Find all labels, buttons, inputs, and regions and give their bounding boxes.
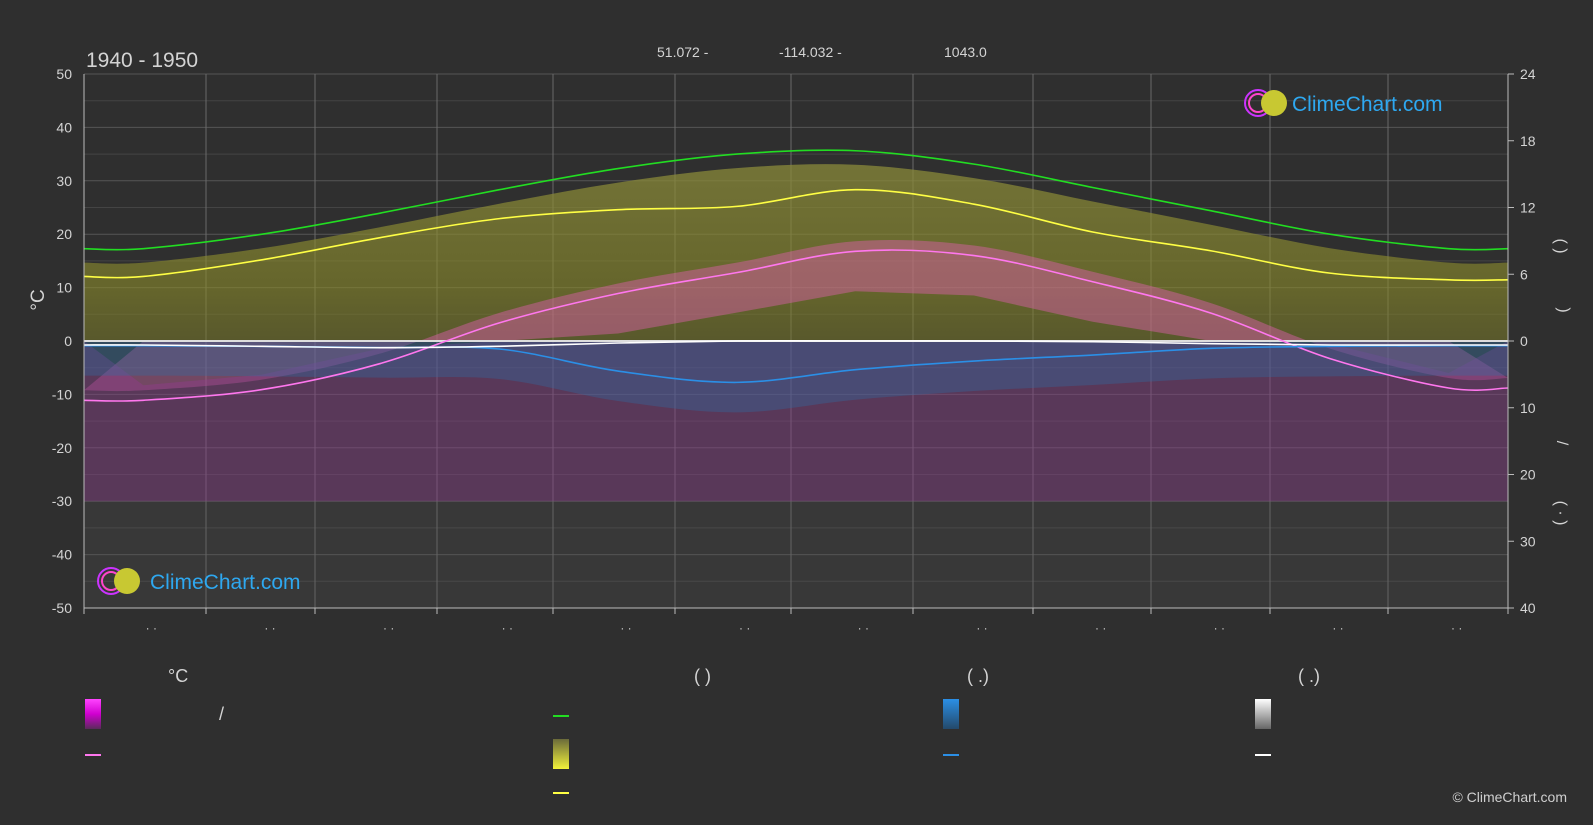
right-axis-label-top: ( ) [1552,238,1569,253]
daylight-line [83,149,1509,251]
precipitation-area [84,341,1508,608]
right-tick-label-hours: 0 [1520,333,1528,349]
elevation-label: 1043.0 [944,44,987,60]
copyright: © ClimeChart.com [1452,789,1567,805]
right-axis-label-top-close: ) [1555,307,1572,312]
data-bands [84,164,1508,608]
x-tick-label: · · [1214,621,1225,635]
brand-name-top: ClimeChart.com [1292,93,1443,116]
legend-temp-title: °C [168,666,189,686]
legend-snow-line-swatch [1255,754,1271,756]
legend-sunshine-range-swatch [553,739,569,769]
y-tick-label: -30 [52,493,72,509]
longitude-label: -114.032 - [779,44,842,60]
y-tick-label: 0 [64,333,72,349]
brand-logo-top: ClimeChart.com [1244,89,1443,117]
right-tick-label-hours: 6 [1520,266,1528,282]
latitude-label: 51.072 - [657,44,709,60]
series-lines [83,149,1509,402]
y-tick-label: 10 [56,280,72,296]
x-tick-label: · · [620,621,631,635]
right-tick-label-mm: 10 [1520,400,1536,416]
y-tick-label: -50 [52,600,72,616]
x-tick-label: · · [502,621,513,635]
legend-sun-title: ( ) [694,666,711,686]
brand-logo-bottom: ClimeChart.com [97,567,301,595]
temperature-min-band [84,341,1508,502]
right-axis-label-mid: / [1553,441,1570,446]
legend-daylight-swatch [553,715,569,717]
legend-sunshine-line-swatch [553,792,569,794]
right-axis-label-bottom: ( · ) [1552,501,1569,526]
legend-temp-line-swatch [85,754,101,756]
right-tick-label-mm: 30 [1520,533,1536,549]
period-title: 1940 - 1950 [86,49,198,72]
legend-temp-range-swatch [85,699,101,729]
legend-rain-swatch [943,699,959,729]
x-tick-label: · · [739,621,750,635]
legend-rain-line-swatch [943,754,959,756]
right-tick-label-hours: 24 [1520,66,1536,82]
y-tick-label: 50 [56,66,72,82]
right-tick-label-mm: 20 [1520,467,1536,483]
legend-snow-swatch [1255,699,1271,729]
temperature-max-band [84,239,1508,392]
sunshine-line [83,188,1509,282]
y-tick-label: -40 [52,547,72,563]
y-tick-label: 40 [56,119,72,135]
x-tick-label: · · [264,621,275,635]
y-tick-label: 20 [56,226,72,242]
x-tick-label: · · [1095,621,1106,635]
legend-rain-title: ( .) [967,666,989,686]
brand-name-bottom: ClimeChart.com [150,571,301,594]
x-tick-label: · · [858,621,869,635]
y-tick-label: 30 [56,173,72,189]
axes: 50 40 30 20 10 0 -10 -20 -30 -40 -50 24 18 12 6 0 10 20 30… [52,66,1536,635]
x-tick-label: · · [1332,621,1343,635]
y-axis-label: °C [28,289,49,310]
y-tick-label: -20 [52,440,72,456]
right-tick-label-hours: 12 [1520,200,1536,216]
x-tick-label: · · [146,621,157,635]
snow-line [83,340,1508,349]
x-tick-label: · · [1451,621,1462,635]
legend-snow-title: ( .) [1298,666,1320,686]
x-tick-label: · · [383,621,394,635]
right-tick-label-hours: 18 [1520,133,1536,149]
x-tick-label: · · [976,621,987,635]
right-tick-label-mm: 40 [1520,600,1536,616]
legend-temp-range-label: / [219,704,225,724]
y-tick-label: -10 [52,386,72,402]
